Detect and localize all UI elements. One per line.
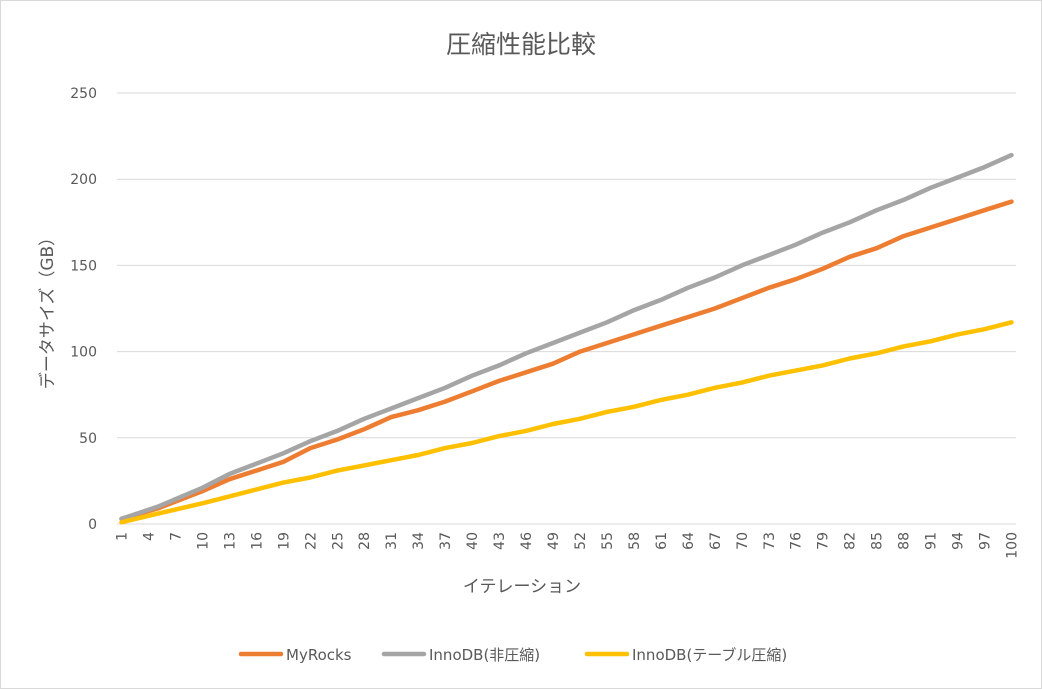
x-tick-label-19: 58 [627,532,643,550]
x-tick-label-20: 61 [654,532,670,550]
x-tick-label-33: 100 [1005,532,1021,559]
x-tick-label-18: 55 [600,532,616,550]
series-line-1 [119,152,1014,522]
x-axis-label: イテレーション [463,577,581,597]
x-tick-label-3: 10 [195,532,211,550]
x-tick-label-29: 88 [897,532,913,550]
x-tick-label-9: 28 [357,532,373,550]
y-tick-label-3: 150 [70,258,97,274]
x-tick-label-17: 52 [573,532,589,550]
x-tick-label-16: 49 [546,532,562,550]
x-tick-label-28: 85 [870,532,886,550]
x-tick-label-10: 31 [384,532,400,550]
series-lines [119,152,1014,525]
x-tick-label-12: 37 [438,532,454,550]
x-tick-label-11: 34 [411,532,427,550]
y-tick-label-0: 0 [88,517,97,533]
x-tick-label-24: 73 [762,532,778,550]
legend-label-1: InnoDB(非圧縮) [429,646,540,664]
legend-item-2: InnoDB(テーブル圧縮) [584,646,787,664]
x-tick-label-15: 46 [519,532,535,550]
x-tick-label-23: 70 [735,532,751,550]
y-tick-label-2: 100 [70,345,97,361]
y-tick-label-1: 50 [79,431,97,447]
legend: MyRocks InnoDB(非圧縮) InnoDB(テーブル圧縮) [238,646,787,664]
series-line-2 [119,320,1014,525]
x-tick-label-4: 13 [222,532,238,550]
x-tick-label-2: 7 [168,532,184,541]
x-tick-label-21: 64 [681,532,697,550]
legend-item-1: InnoDB(非圧縮) [381,646,540,664]
series-line-0 [119,199,1014,522]
x-axis-tick-labels: 1 4 7 10 13 16 19 22 25 28 31 34 37 40 43 46 49 52 55 58 61 6… [114,532,1020,559]
legend-label-0: MyRocks [286,646,352,664]
chart-title: 圧縮性能比較 [446,30,596,59]
y-tick-label-4: 200 [70,172,97,188]
x-tick-label-32: 97 [978,532,994,550]
x-tick-label-13: 40 [465,532,481,550]
x-tick-label-22: 67 [708,532,724,550]
x-tick-label-25: 76 [789,532,805,550]
y-axis-label: データサイズ（GB） [37,229,58,389]
gridlines [117,92,1016,525]
x-tick-label-27: 82 [843,532,859,550]
x-tick-label-26: 79 [816,532,832,550]
x-tick-label-8: 25 [330,532,346,550]
y-axis-tick-labels: 0 50 100 150 200 250 [70,86,97,533]
legend-label-2: InnoDB(テーブル圧縮) [632,646,787,664]
x-tick-label-14: 43 [492,532,508,550]
x-tick-label-30: 91 [924,532,940,550]
x-tick-label-31: 94 [951,532,967,550]
legend-item-0: MyRocks [238,646,352,664]
x-tick-label-5: 16 [249,532,265,550]
x-tick-label-1: 4 [141,532,157,541]
x-tick-label-0: 1 [114,532,130,541]
x-tick-label-6: 19 [276,532,292,550]
x-tick-label-7: 22 [303,532,319,550]
y-tick-label-5: 250 [70,86,97,102]
